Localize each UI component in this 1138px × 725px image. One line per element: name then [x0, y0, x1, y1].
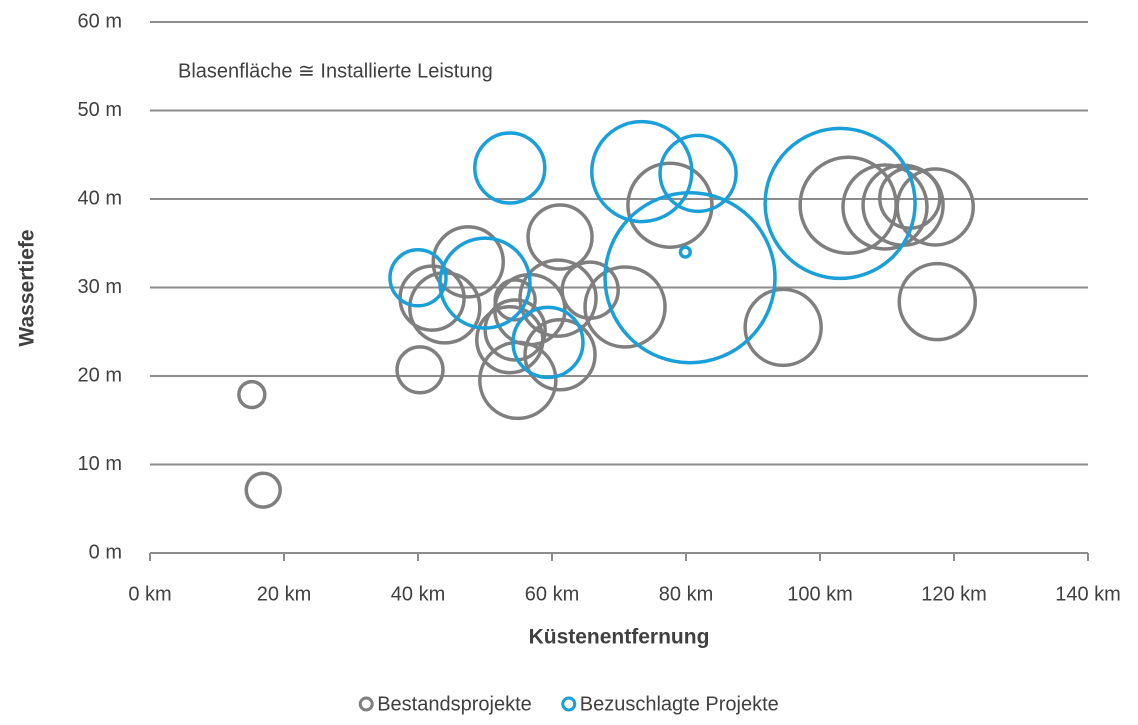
bubble — [511, 305, 585, 380]
bubble — [626, 161, 714, 249]
x-tick-label: 60 km — [525, 583, 579, 605]
x-tick-label: 40 km — [391, 583, 445, 605]
bubble — [590, 119, 694, 224]
bubble — [560, 260, 620, 320]
x-tick-label: 0 km — [128, 583, 171, 605]
annotation: Blasenfläche ≅ Installierte Leistung — [178, 60, 493, 82]
legend-label: Bezuschlagte Projekte — [580, 693, 779, 715]
y-tick-label: 20 m — [78, 364, 122, 386]
bubble — [743, 287, 823, 368]
bubble — [473, 131, 547, 205]
legend-marker — [561, 696, 577, 712]
legend-item: Bezuschlagte Projekte — [561, 693, 779, 715]
bubble — [438, 236, 532, 330]
bubble — [763, 126, 917, 281]
bubble — [478, 340, 558, 421]
bubble — [583, 265, 667, 349]
y-tick-label: 50 m — [78, 99, 122, 121]
bubble — [237, 379, 267, 410]
x-tick-label: 140 km — [1055, 583, 1121, 605]
legend-item: Bestandsprojekte — [358, 693, 532, 715]
y-tick-label: 40 m — [78, 187, 122, 209]
bubble — [431, 225, 505, 299]
bubble — [395, 345, 445, 395]
y-tick-label: 0 m — [89, 541, 122, 563]
y-tick-label: 60 m — [78, 10, 122, 32]
bubble — [603, 191, 777, 365]
y-tick-label: 10 m — [78, 453, 122, 475]
y-tick-label: 30 m — [78, 276, 122, 298]
legend-marker — [358, 696, 374, 712]
bubble — [244, 471, 282, 509]
x-tick-label: 120 km — [921, 583, 987, 605]
bubble — [895, 167, 975, 247]
x-axis-title: Küstenentfernung — [529, 626, 710, 649]
bubble — [841, 163, 929, 251]
bubble — [678, 245, 692, 259]
bubble — [388, 248, 448, 308]
y-axis-title: Wassertiefe — [16, 229, 39, 346]
x-tick-label: 100 km — [787, 583, 853, 605]
bubble — [483, 298, 547, 362]
plot-area — [237, 119, 977, 509]
bubble — [518, 258, 598, 338]
bubble — [658, 133, 738, 214]
grid: 0 m 10 m 20 m 30 m 40 m 50 m 60 m 0 km 20 km 40 k… — [78, 10, 1121, 605]
legend: Bestandsprojekte Bezuschlagte Projekte — [358, 693, 779, 715]
bubble — [523, 318, 597, 392]
bubble — [526, 203, 594, 271]
bubble — [897, 261, 977, 342]
x-tick-label: 80 km — [659, 583, 713, 605]
legend-label: Bestandsprojekte — [377, 693, 532, 715]
x-tick-label: 20 km — [257, 583, 311, 605]
